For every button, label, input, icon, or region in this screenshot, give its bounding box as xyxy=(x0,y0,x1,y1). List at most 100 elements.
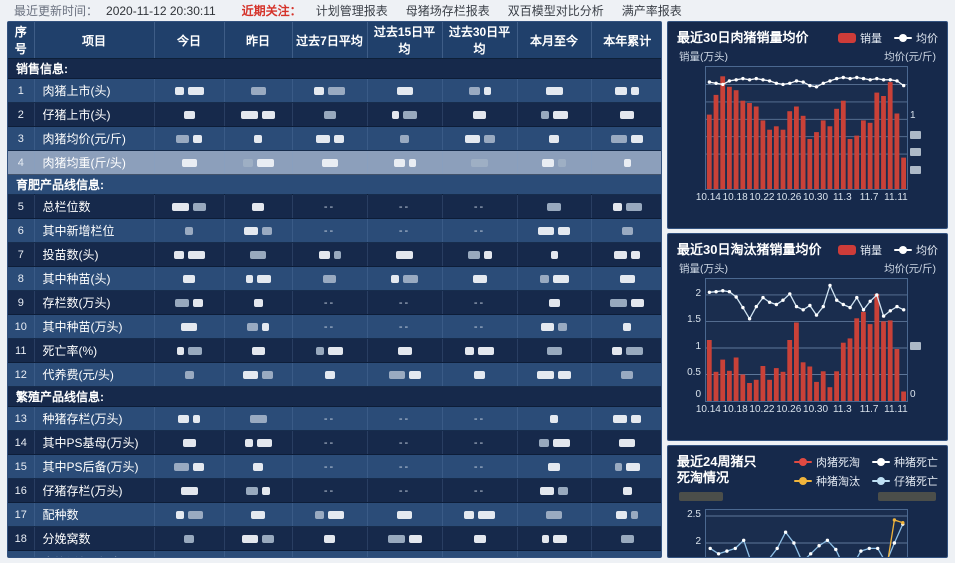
table-row-13[interactable]: 13 种猪存栏(万头) -- -- -- xyxy=(8,406,661,431)
line-dot-swatch-icon xyxy=(794,477,812,485)
right-axis-tick: 0 xyxy=(910,389,916,400)
legend-item-种猪死亡[interactable]: 种猪死亡 xyxy=(872,454,938,470)
redacted-value xyxy=(613,415,628,424)
redacted-value xyxy=(631,87,640,96)
table-row-4[interactable]: 4 肉猪均重(斤/头) xyxy=(8,150,661,175)
redacted-value xyxy=(400,135,409,144)
redacted-value xyxy=(175,299,189,308)
redacted-value xyxy=(323,111,336,120)
row-item-name: 代养费(元/头) xyxy=(33,362,154,387)
table-row-19[interactable]: 19窝均活仔(头/窝) xyxy=(8,550,661,557)
legend-item-仔猪死亡[interactable]: 仔猪死亡 xyxy=(872,473,938,489)
legend-label: 仔猪死亡 xyxy=(894,476,938,488)
redacted-value xyxy=(244,439,253,448)
bar-swatch-icon xyxy=(838,33,856,43)
redacted-value xyxy=(623,159,631,168)
table-row-14[interactable]: 14 其中PS基母(万头) -- -- -- xyxy=(8,430,661,455)
table-row-9[interactable]: 9 存栏数(万头) -- -- -- xyxy=(8,290,661,315)
row-index: 10 xyxy=(8,314,34,339)
value-cell xyxy=(441,362,517,387)
redacted-value xyxy=(323,275,336,284)
line-dot-swatch-icon xyxy=(794,458,812,466)
redacted-value xyxy=(252,203,264,212)
redacted-value xyxy=(182,439,196,448)
row-index: 7 xyxy=(8,242,34,267)
table-row-11[interactable]: 11 死亡率(%) xyxy=(8,338,661,363)
legend-item-销量[interactable]: 销量 xyxy=(838,30,882,46)
table-row-12[interactable]: 12 代养费(元/头) xyxy=(8,362,661,387)
redacted-value xyxy=(552,439,570,448)
value-cell xyxy=(441,502,517,527)
redacted-axis-label xyxy=(878,492,936,501)
redacted-value xyxy=(537,371,554,380)
kpi-table: 序号 项目 今日 昨日 过去7日平均 过去15日平均 过去30日平均 本月至今 … xyxy=(8,22,661,557)
redacted-value xyxy=(181,159,197,168)
value-cell xyxy=(223,430,292,455)
value-cell xyxy=(223,478,292,503)
x-axis-tick: 11.11 xyxy=(884,404,908,415)
value-cell xyxy=(291,362,367,387)
charts-column: 最近30日肉猪销量均价 销量 均价 销量(万头) 均价(元/斤) 1 10.14 10… xyxy=(667,21,948,558)
value-cell xyxy=(153,126,224,151)
legend-label: 种猪死亡 xyxy=(894,457,938,469)
value-cell xyxy=(223,150,292,175)
redacted-value xyxy=(542,159,554,168)
table-row-6[interactable]: 6 其中新增栏位 -- -- -- xyxy=(8,218,661,243)
redacted-value xyxy=(558,487,568,496)
legend-item-种猪淘汰[interactable]: 种猪淘汰 xyxy=(794,473,860,489)
table-row-3[interactable]: 3 肉猪均价(元/斤) xyxy=(8,126,661,151)
table-row-8[interactable]: 8 其中种苗(头) xyxy=(8,266,661,291)
redacted-value xyxy=(262,371,273,380)
value-cell xyxy=(366,362,442,387)
table-row-2[interactable]: 2 仔猪上市(头) xyxy=(8,102,661,127)
value-cell: -- xyxy=(291,454,367,479)
row-item-name: 死亡率(%) xyxy=(33,338,154,363)
recent-focus-label: 近期关注： xyxy=(241,4,302,18)
table-row-1[interactable]: 1 肉猪上市(头) xyxy=(8,78,661,103)
table-row-15[interactable]: 15 其中PS后备(万头) -- -- -- xyxy=(8,454,661,479)
value-cell xyxy=(153,362,224,387)
redacted-value xyxy=(550,251,558,260)
report-link[interactable]: 双百模型对比分析 xyxy=(507,4,604,18)
report-link[interactable]: 满产率报表 xyxy=(621,4,682,18)
table-row-10[interactable]: 10 其中种苗(万头) -- -- -- xyxy=(8,314,661,339)
row-index: 11 xyxy=(8,338,34,363)
report-link[interactable]: 母猪场存栏报表 xyxy=(405,4,490,18)
table-row-17[interactable]: 17 配种数 xyxy=(8,502,661,527)
redacted-value xyxy=(631,415,642,424)
legend-label: 销量 xyxy=(860,245,882,257)
legend-item-肉猪死淘[interactable]: 肉猪死淘 xyxy=(794,454,860,470)
value-cell xyxy=(516,406,591,431)
row-item-name: 其中种苗(头) xyxy=(33,266,154,291)
line-dot-swatch-icon xyxy=(872,477,890,485)
redacted-value xyxy=(468,87,480,96)
legend-item-销量[interactable]: 销量 xyxy=(838,242,882,258)
table-row-5[interactable]: 5 总栏位数 -- -- -- xyxy=(8,194,661,219)
legend-item-均价[interactable]: 均价 xyxy=(894,30,938,46)
redacted-value xyxy=(546,511,562,520)
axis-label-row: 销量(万头) 均价(元/斤) xyxy=(677,258,938,278)
redacted-value xyxy=(538,439,549,448)
redacted-value xyxy=(540,111,549,120)
chart-panel-pork-sales-price: 最近30日肉猪销量均价 销量 均价 销量(万头) 均价(元/斤) 1 10.14 10… xyxy=(667,21,948,229)
table-row-16[interactable]: 16 仔猪存栏(万头) -- -- -- xyxy=(8,478,661,503)
redacted-value xyxy=(541,535,549,544)
chart-header: 最近24周猪只死淘情况 肉猪死淘 种猪死亡 种猪淘汰 仔猪死亡 xyxy=(677,454,938,489)
value-cell xyxy=(441,78,517,103)
redacted-value xyxy=(548,299,560,308)
right-axis-tick xyxy=(910,341,940,352)
value-cell xyxy=(590,78,661,103)
left-axis-label: 销量(万头) xyxy=(679,51,728,63)
chart-legend: 销量 均价 xyxy=(838,30,938,46)
redacted-value xyxy=(631,135,644,144)
row-index: 17 xyxy=(8,502,34,527)
legend-item-均价[interactable]: 均价 xyxy=(894,242,938,258)
value-cell xyxy=(590,194,661,219)
report-link[interactable]: 计划管理报表 xyxy=(315,4,388,18)
value-cell xyxy=(590,102,661,127)
table-row-18[interactable]: 18 分娩窝数 xyxy=(8,526,661,551)
table-row-7[interactable]: 7 投苗数(头) xyxy=(8,242,661,267)
redacted-value xyxy=(464,511,474,520)
section-row: 育肥产品线信息: xyxy=(8,174,661,195)
